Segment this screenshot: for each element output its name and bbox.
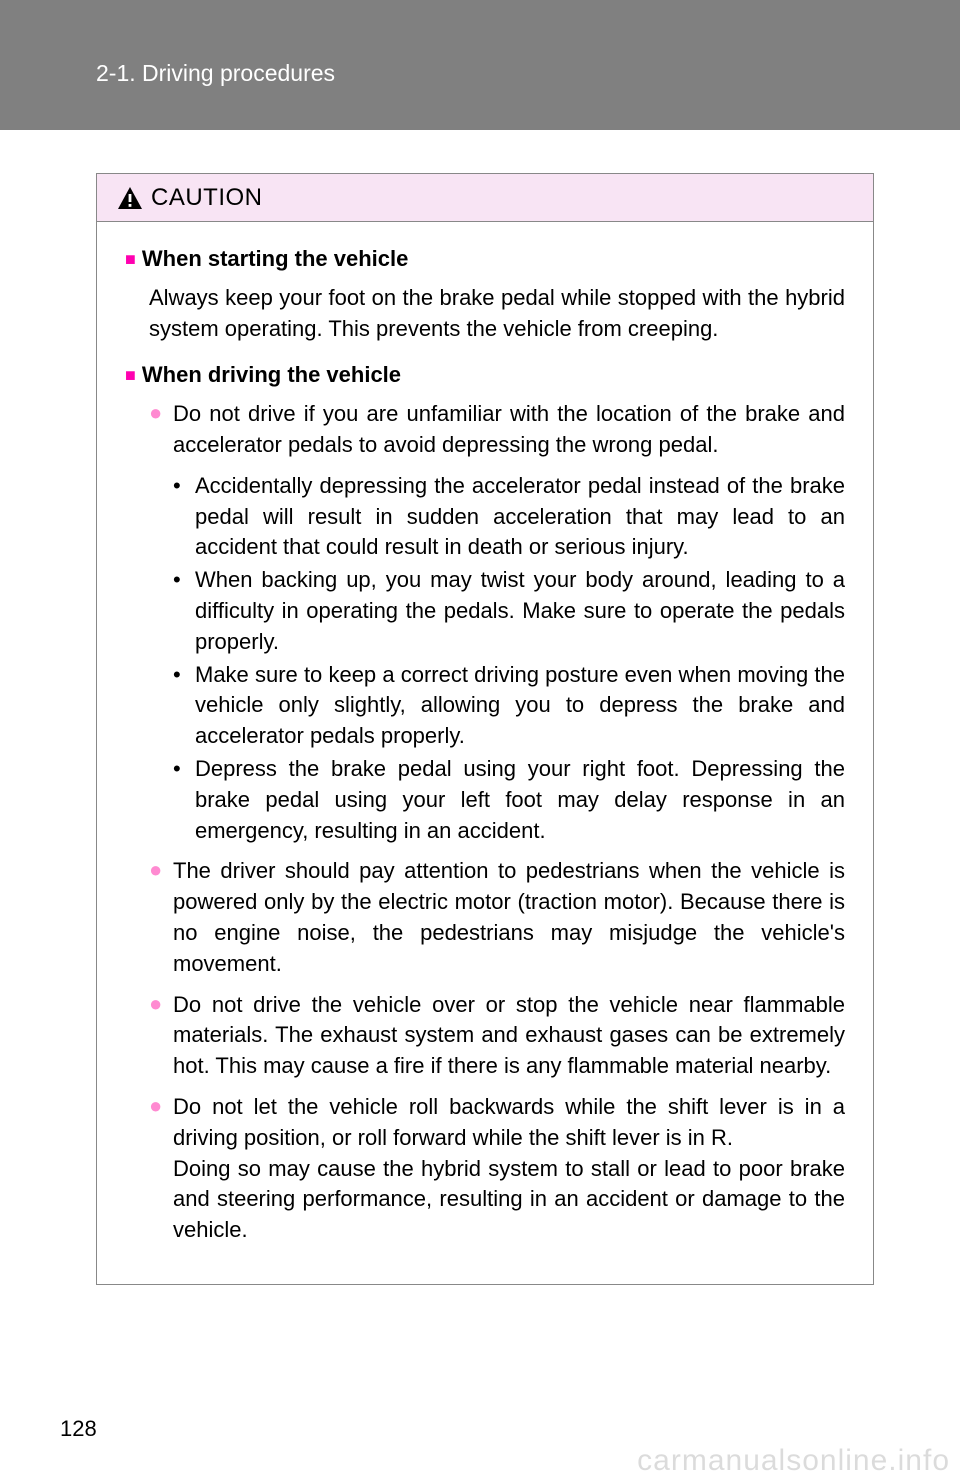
caution-sub-bullet: • Depress the brake pedal using your rig… <box>173 754 845 846</box>
section-title: 2-1. Driving procedures <box>96 60 335 87</box>
caution-bullet: ● Do not drive if you are unfamiliar wit… <box>149 399 845 461</box>
caution-sub-bullet: • Accidentally depressing the accelerato… <box>173 471 845 563</box>
caution-body-text: Always keep your foot on the brake pedal… <box>149 283 845 345</box>
caution-sub-bullet: • Make sure to keep a correct driving po… <box>173 660 845 752</box>
caution-label: CAUTION <box>151 184 263 212</box>
caution-bullet: ● The driver should pay attention to ped… <box>149 856 845 979</box>
caution-bullet: ● Do not drive the vehicle over or stop … <box>149 990 845 1082</box>
caution-bullet-text: Do not drive if you are unfamiliar with … <box>173 399 845 461</box>
warning-icon <box>117 186 143 210</box>
caution-sub-text: When backing up, you may twist your body… <box>195 565 845 657</box>
bullet-marker-icon: • <box>173 565 195 657</box>
caution-bullet-text: Do not drive the vehicle over or stop th… <box>173 990 845 1082</box>
bullet-marker-icon: • <box>173 660 195 752</box>
dot-marker-icon: ● <box>149 856 169 979</box>
caution-section-heading: ■ When driving the vehicle <box>125 360 845 391</box>
dot-marker-icon: ● <box>149 399 169 461</box>
caution-bullet-text: Do not let the vehicle roll backwards wh… <box>173 1092 845 1246</box>
dot-marker-icon: ● <box>149 990 169 1082</box>
caution-sub-text: Accidentally depressing the accelerator … <box>195 471 845 563</box>
caution-header: CAUTION <box>97 174 873 222</box>
caution-bullet: ● Do not let the vehicle roll backwards … <box>149 1092 845 1246</box>
caution-section-heading: ■ When starting the vehicle <box>125 244 845 275</box>
dot-marker-icon: ● <box>149 1092 169 1246</box>
caution-heading-text: When driving the vehicle <box>142 360 401 391</box>
caution-sub-text: Depress the brake pedal using your right… <box>195 754 845 846</box>
caution-sub-text: Make sure to keep a correct driving post… <box>195 660 845 752</box>
caution-body: ■ When starting the vehicle Always keep … <box>97 222 873 1284</box>
caution-box: CAUTION ■ When starting the vehicle Alwa… <box>96 173 874 1285</box>
watermark: carmanualsonline.info <box>637 1444 950 1478</box>
bullet-marker-icon: • <box>173 754 195 846</box>
square-marker-icon: ■ <box>125 244 136 275</box>
square-marker-icon: ■ <box>125 360 136 391</box>
page-number: 128 <box>60 1416 97 1442</box>
caution-bullet-text: The driver should pay attention to pedes… <box>173 856 845 979</box>
caution-sub-bullet: • When backing up, you may twist your bo… <box>173 565 845 657</box>
caution-heading-text: When starting the vehicle <box>142 244 409 275</box>
caution-sublist: • Accidentally depressing the accelerato… <box>173 471 845 847</box>
header-band: 2-1. Driving procedures <box>0 0 960 130</box>
bullet-marker-icon: • <box>173 471 195 563</box>
manual-page: 2-1. Driving procedures CAUTION ■ When s… <box>0 0 960 1484</box>
